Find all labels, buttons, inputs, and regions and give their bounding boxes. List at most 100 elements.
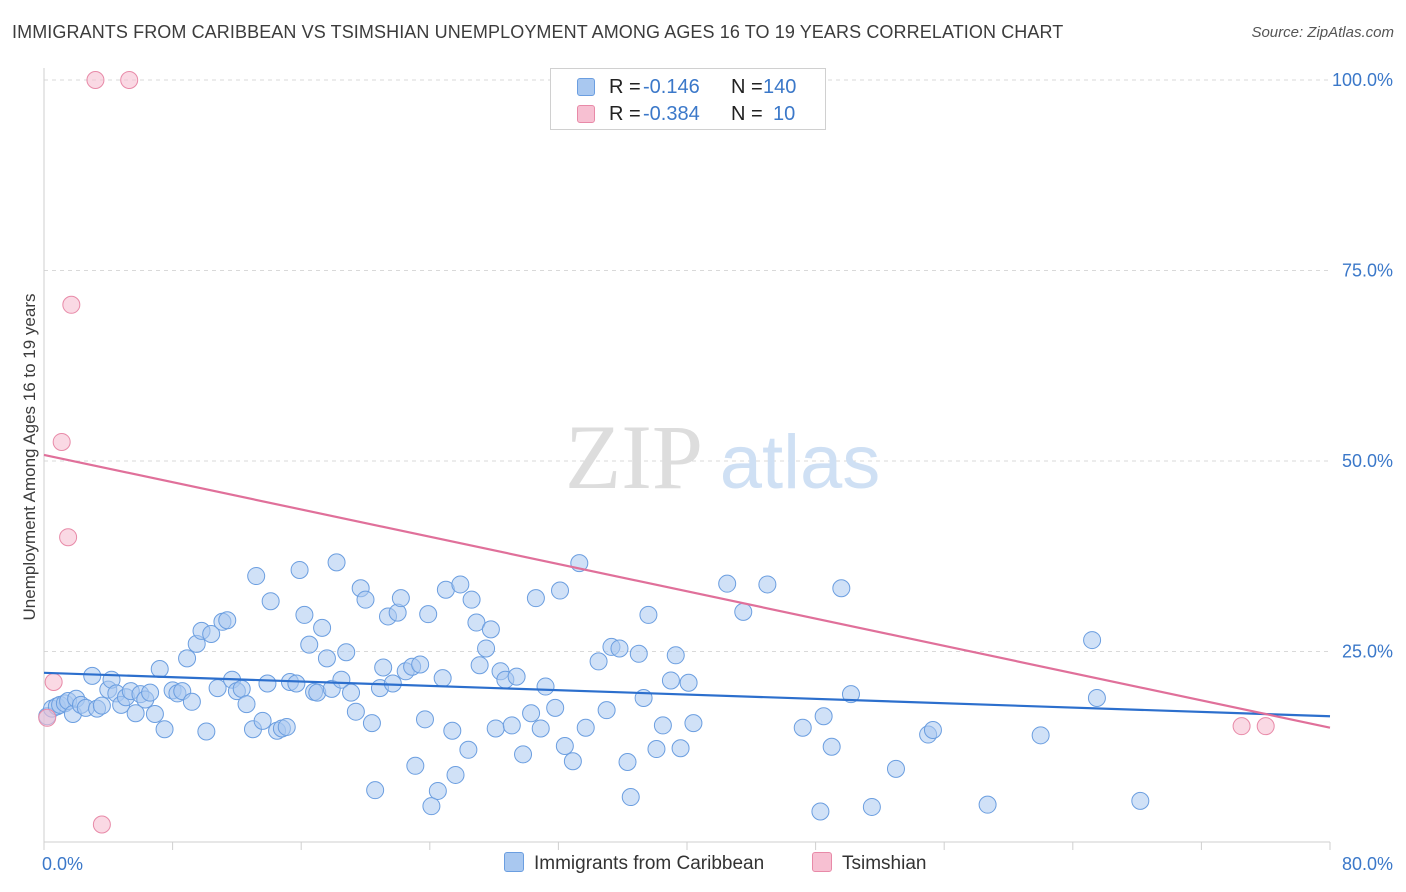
caribbean-point (411, 655, 430, 674)
caribbean-point (356, 590, 375, 609)
caribbean-point (327, 553, 346, 572)
caribbean-point (366, 781, 385, 800)
caribbean-point (317, 649, 336, 668)
r-value: -0.146 (643, 76, 700, 98)
caribbean-point (391, 589, 410, 608)
caribbean-point (433, 669, 452, 688)
caribbean-point (481, 620, 500, 639)
caribbean-point (258, 674, 277, 693)
caribbean-point (718, 574, 737, 593)
caribbean-point (253, 711, 272, 730)
caribbean-point (419, 605, 438, 624)
trend-lines (43, 453, 1331, 729)
caribbean-point (415, 710, 434, 729)
caribbean-point (422, 797, 441, 816)
caribbean-point (443, 721, 462, 740)
caribbean-point (237, 695, 256, 714)
tsimshian-point (86, 71, 105, 89)
caribbean-trend-line (43, 671, 1331, 718)
caribbean-legend-swatch (504, 852, 524, 872)
caribbean-point (202, 624, 221, 643)
caribbean-point (666, 646, 685, 665)
caribbean-point (486, 719, 505, 738)
tsimshian-point (38, 708, 57, 727)
caribbean-point (342, 683, 361, 702)
caribbean-point (661, 671, 680, 690)
tsimshian-point (92, 815, 111, 834)
caribbean-point (1083, 631, 1102, 650)
caribbean-point (546, 698, 565, 717)
caribbean-point (514, 745, 533, 764)
tsimshian-legend-swatch (812, 852, 832, 872)
caribbean-point (502, 716, 521, 735)
caribbean-point (467, 613, 486, 632)
caribbean-point (653, 716, 672, 735)
caribbean-point (551, 581, 570, 600)
legend-label: Tsimshian (842, 853, 927, 874)
caribbean-point (83, 666, 102, 685)
tick-labels: 100.0% 75.0% 50.0% 25.0% 0.0% 80.0% (42, 70, 1393, 874)
legend-label: Immigrants from Caribbean (534, 853, 765, 874)
caribbean-point (155, 720, 174, 739)
caribbean-point (671, 739, 690, 758)
x-tick-label-max: 80.0% (1342, 854, 1393, 874)
watermark: ZIP atlas (565, 406, 880, 508)
tsimshian-point (52, 432, 71, 451)
caribbean-point (923, 720, 942, 739)
y-tick-label: 50.0% (1342, 451, 1393, 471)
r-label: R = (609, 103, 641, 125)
stats-row-caribbean: R = -0.146 N = 140 (551, 73, 825, 101)
caribbean-point (295, 605, 314, 624)
caribbean-swatch (577, 78, 595, 96)
caribbean-point (451, 575, 470, 594)
r-value: -0.384 (643, 103, 700, 125)
caribbean-point (647, 740, 666, 759)
x-tick-label-min: 0.0% (42, 854, 83, 874)
caribbean-point (446, 765, 465, 784)
caribbean-point (1131, 791, 1150, 810)
caribbean-point (92, 696, 111, 715)
caribbean-point (197, 722, 216, 741)
caribbean-point (290, 560, 309, 579)
caribbean-point (555, 736, 574, 755)
tsimshian-swatch (577, 105, 595, 123)
caribbean-point (346, 702, 365, 721)
caribbean-point (277, 717, 296, 736)
chart-title: IMMIGRANTS FROM CARIBBEAN VS TSIMSHIAN U… (12, 22, 1064, 42)
caribbean-point (531, 719, 550, 738)
caribbean-point (507, 667, 526, 686)
y-tick-label: 75.0% (1342, 261, 1393, 281)
caribbean-point (150, 660, 169, 679)
legend-item-tsimshian[interactable]: Tsimshian (812, 852, 926, 875)
caribbean-point (428, 781, 447, 800)
caribbean-point (232, 679, 251, 698)
caribbean-point (822, 737, 841, 756)
tsimshian-point (1232, 717, 1251, 736)
r-label: R = (609, 76, 641, 98)
caribbean-point (178, 649, 197, 668)
caribbean-point (300, 635, 319, 654)
n-value: 140 (763, 76, 797, 98)
tsimshian-point (62, 295, 81, 314)
tsimshian-trend-line (43, 453, 1331, 729)
source-credit: Source: ZipAtlas.com (1251, 24, 1394, 41)
grid-lines (44, 79, 1330, 652)
caribbean-point (337, 643, 356, 662)
stats-row-tsimshian: R = -0.384 N = 10 (551, 100, 825, 128)
caribbean-point (597, 701, 616, 720)
caribbean-point (639, 605, 658, 624)
y-tick-label: 25.0% (1342, 642, 1393, 662)
tsimshian-point (1256, 717, 1275, 736)
caribbean-point (287, 674, 306, 693)
caribbean-point (886, 759, 905, 778)
caribbean-point (576, 718, 595, 737)
n-label: N = (731, 76, 763, 98)
caribbean-point (563, 752, 582, 771)
tsimshian-point (59, 528, 78, 547)
legend-item-caribbean[interactable]: Immigrants from Caribbean (504, 852, 764, 875)
caribbean-point (814, 707, 833, 726)
caribbean-point (629, 644, 648, 663)
y-tick-label: 100.0% (1332, 70, 1393, 90)
caribbean-point (621, 788, 640, 807)
